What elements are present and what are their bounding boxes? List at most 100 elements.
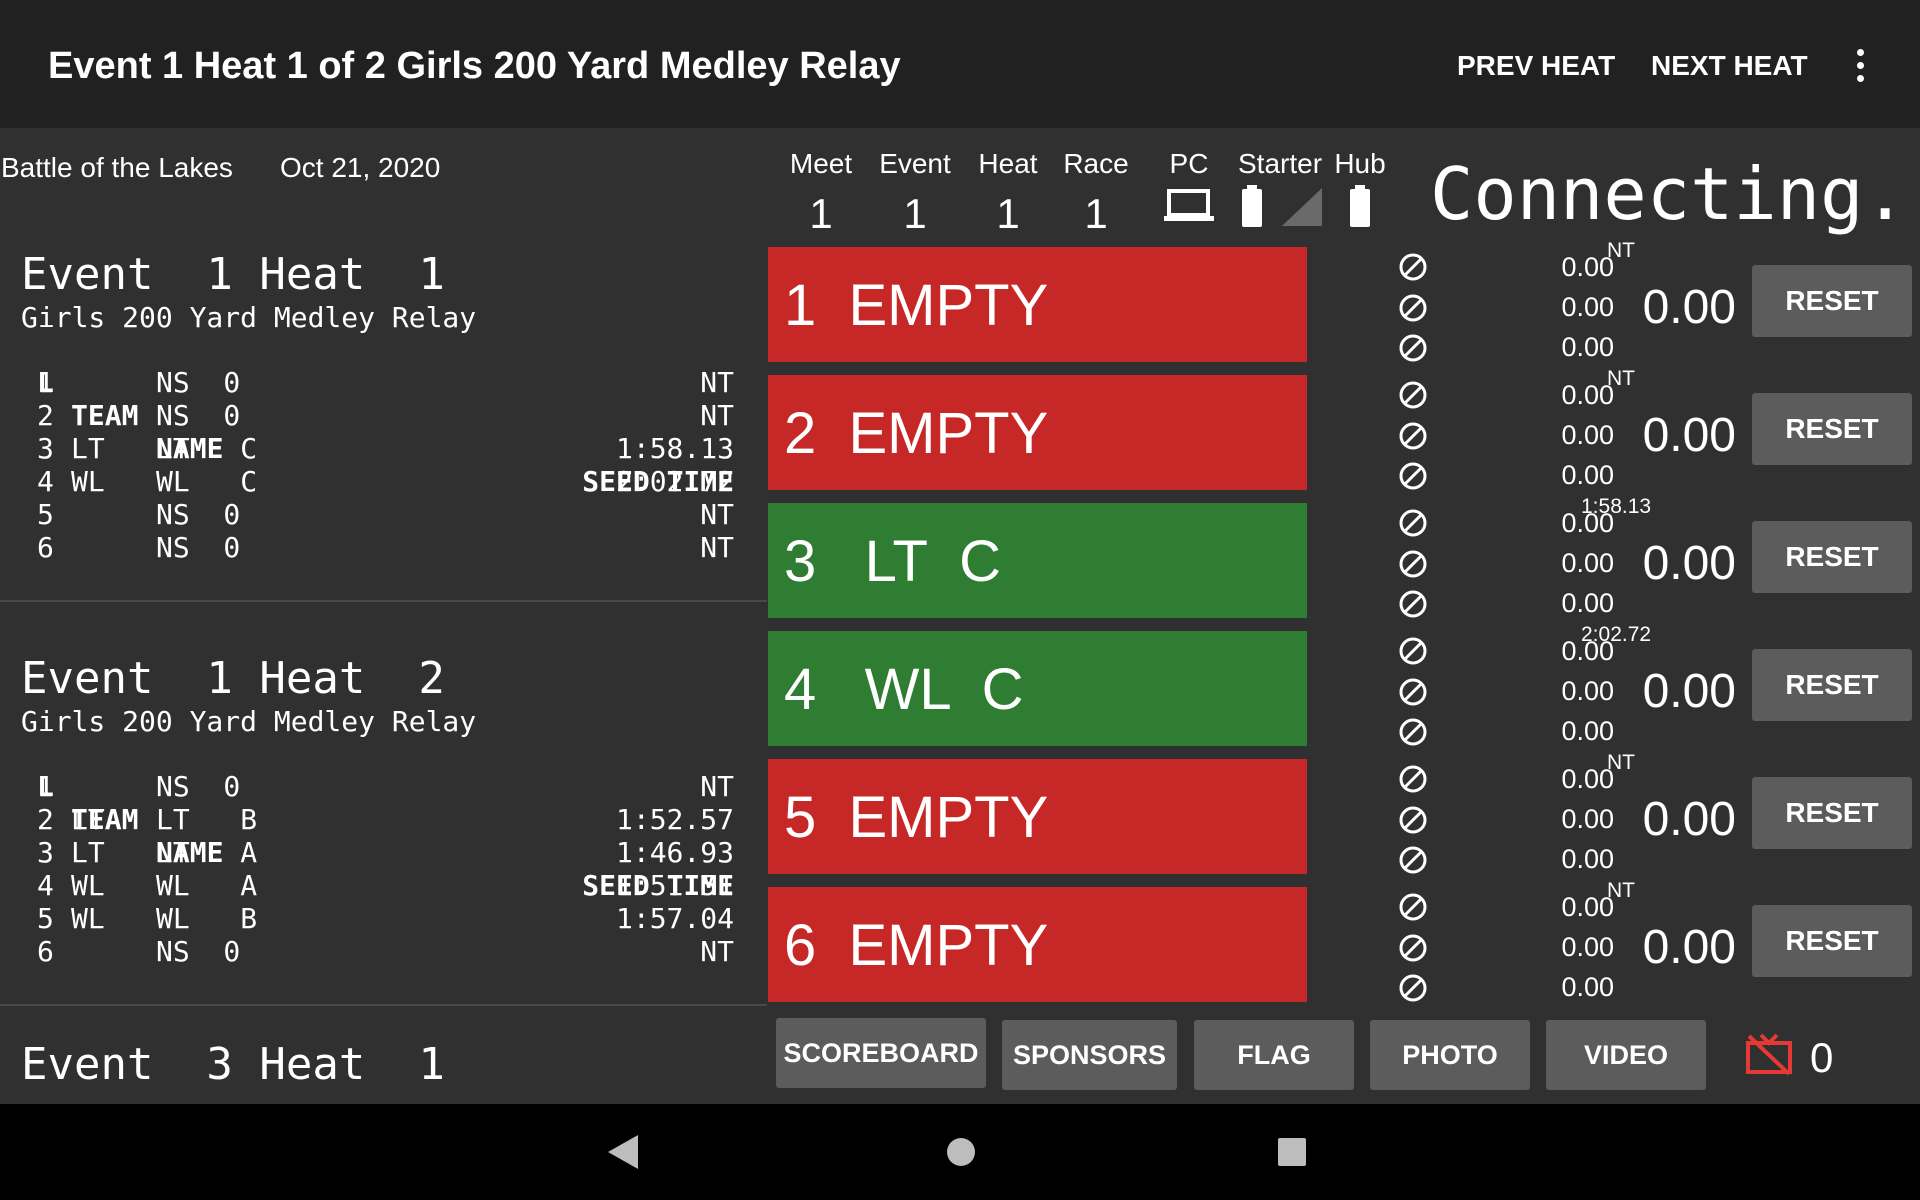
no-split-icon	[1399, 846, 1427, 874]
flag-button[interactable]: FLAG	[1194, 1020, 1354, 1090]
no-split-icon	[1399, 718, 1427, 746]
reset-button[interactable]: RESET	[1752, 905, 1912, 977]
row-name: NS 0	[156, 531, 241, 564]
row-team: WL	[71, 465, 105, 498]
lane-seed-time: NT	[1607, 751, 1635, 774]
table-row: 6 NS 0 NT	[37, 531, 734, 564]
lane-label: 1 EMPTY	[784, 273, 1049, 338]
no-split-icon	[1399, 806, 1427, 834]
meet-number: 1	[809, 190, 833, 237]
split-time: 0.00	[1561, 252, 1614, 282]
row-team: LT	[71, 836, 105, 869]
recents-icon[interactable]	[1276, 1136, 1308, 1168]
split-time: 0.00	[1561, 460, 1614, 490]
row-seed: NT	[700, 366, 734, 399]
event-number: 1	[903, 190, 927, 237]
lane-6-bar[interactable]: 6 EMPTY	[768, 887, 1307, 1002]
event-column-label: Event	[879, 148, 951, 179]
lane-seed-time: 2:02.72	[1581, 623, 1652, 646]
lane-label: 6 EMPTY	[784, 913, 1049, 978]
no-split-icon	[1399, 765, 1427, 793]
back-icon[interactable]	[606, 1133, 640, 1171]
reset-button[interactable]: RESET	[1752, 521, 1912, 593]
meet-name: Battle of the Lakes	[1, 152, 233, 183]
next-heat-button[interactable]: NEXT HEAT	[1651, 50, 1808, 81]
table-row: 1 NS 0 NT	[37, 770, 734, 803]
lane-4-timing: 0.00 0.00 0.00 2:02.72 0.00 RESET	[1398, 623, 1912, 762]
heat-card[interactable]: Event 1 Heat 1 Girls 200 Yard Medley Rel…	[0, 230, 767, 602]
split-time: 0.00	[1561, 380, 1614, 410]
lane-1-bar[interactable]: 1 EMPTY	[768, 247, 1307, 362]
row-lane: 3	[37, 836, 54, 869]
screen-count: 0	[1810, 1034, 1834, 1081]
lane-4-bar[interactable]: 4 WL C	[768, 631, 1307, 746]
row-seed: 1:46.93	[615, 836, 734, 869]
lane-label: 3 LT C	[784, 529, 1002, 594]
row-seed: 1:58.13	[615, 432, 734, 465]
lane-5-bar[interactable]: 5 EMPTY	[768, 759, 1307, 874]
row-seed: 1:51.51	[615, 869, 734, 902]
divider	[0, 600, 767, 602]
no-split-icon	[1399, 893, 1427, 921]
photo-button[interactable]: PHOTO	[1370, 1020, 1530, 1090]
row-name: WL A	[156, 869, 258, 902]
heat-number: 1	[996, 190, 1020, 237]
reset-button[interactable]: RESET	[1752, 393, 1912, 465]
row-seed: NT	[700, 531, 734, 564]
prev-heat-button[interactable]: PREV HEAT	[1457, 50, 1616, 81]
race-number: 1	[1084, 190, 1108, 237]
heat-column-label: Heat	[978, 148, 1038, 179]
heat-card[interactable]: Event 3 Heat 1	[0, 1020, 767, 1104]
heat-title: Event 3 Heat 1	[21, 1039, 445, 1090]
split-time: 0.00	[1561, 508, 1614, 538]
reset-button[interactable]: RESET	[1752, 777, 1912, 849]
lane-seed-time: 1:58.13	[1581, 495, 1652, 518]
row-seed: NT	[700, 935, 734, 968]
heat-card[interactable]: Event 1 Heat 2 Girls 200 Yard Medley Rel…	[0, 634, 767, 1004]
lane-label: 2 EMPTY	[784, 401, 1049, 466]
table-row: 2 LT LT B 1:52.57	[37, 803, 734, 836]
lane-3-bar[interactable]: 3 LT C	[768, 503, 1307, 618]
row-lane: 1	[37, 770, 54, 803]
heat-table-header: L TEAM NAME SEED TIME	[37, 333, 734, 498]
starter-battery-icon	[1242, 185, 1262, 227]
lane-2-bar[interactable]: 2 EMPTY	[768, 375, 1307, 490]
meet-column-label: Meet	[789, 148, 853, 179]
name-header: NAME	[156, 432, 224, 465]
table-row: 1 NS 0 NT	[37, 366, 734, 399]
screen-off-icon[interactable]	[1745, 1032, 1793, 1076]
no-split-icon	[1399, 509, 1427, 537]
split-time: 0.00	[1561, 892, 1614, 922]
home-icon[interactable]	[945, 1136, 977, 1168]
table-row: 6 NS 0 NT	[37, 935, 734, 968]
heat-list[interactable]: Event 1 Heat 1 Girls 200 Yard Medley Rel…	[0, 230, 767, 1104]
split-time: 0.00	[1561, 804, 1614, 834]
lane-header: L	[37, 366, 54, 399]
lane-final-time: 0.00	[1642, 665, 1736, 718]
video-button[interactable]: VIDEO	[1546, 1020, 1706, 1090]
table-row: 4 WL WL C 2:02.72	[37, 465, 734, 498]
lane-seed-time: NT	[1607, 239, 1635, 262]
row-team: WL	[71, 869, 105, 902]
lane-seed-time: NT	[1607, 367, 1635, 390]
scoreboard-button[interactable]: SCOREBOARD	[776, 1018, 986, 1088]
name-header: NAME	[156, 836, 224, 869]
row-name: NS 0	[156, 770, 241, 803]
split-time: 0.00	[1561, 716, 1614, 746]
lane-final-time: 0.00	[1642, 281, 1736, 334]
row-seed: 2:02.72	[615, 465, 734, 498]
heat-title: Event 1 Heat 2	[21, 653, 445, 704]
row-team: WL	[71, 902, 105, 935]
table-row: 3 LT LT C 1:58.13	[37, 432, 734, 465]
split-time: 0.00	[1561, 932, 1614, 962]
row-name: NS 0	[156, 366, 241, 399]
row-lane: 1	[37, 366, 54, 399]
lane-label: 4 WL C	[784, 657, 1024, 722]
more-vert-icon[interactable]	[1848, 46, 1872, 86]
hub-label: Hub	[1334, 148, 1386, 179]
row-lane: 6	[37, 531, 54, 564]
reset-button[interactable]: RESET	[1752, 649, 1912, 721]
reset-button[interactable]: RESET	[1752, 265, 1912, 337]
sponsors-button[interactable]: SPONSORS	[1002, 1020, 1177, 1090]
row-lane: 5	[37, 498, 54, 531]
